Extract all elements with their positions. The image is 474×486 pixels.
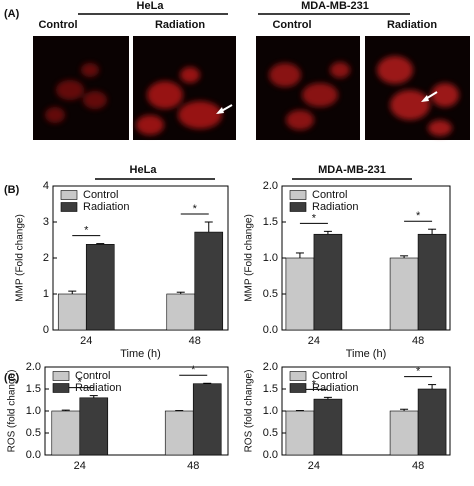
y-tick-label: 2.0 [263,361,278,373]
bar [164,410,194,456]
legend-label: Radiation [312,201,358,213]
legend-swatch [289,202,307,212]
legend-label: Control [312,370,347,382]
legend-label: Radiation [83,201,129,213]
bar [389,410,419,456]
x-tick-label: 48 [187,460,199,472]
chart-title: HeLa [130,164,158,176]
legend-swatch [52,383,70,393]
bar [417,233,447,331]
bar [285,257,315,331]
y-tick-label: 0.0 [263,449,278,461]
bar [313,233,343,331]
bar [79,397,109,456]
group-title: HeLa [137,0,165,12]
bar [192,383,222,456]
significance-mark: * [78,377,83,389]
bar [57,293,87,331]
panel-label: (A) [4,8,20,20]
y-axis-label: ROS (fold change) [244,370,255,453]
y-tick-label: 1.0 [263,252,278,264]
legend-swatch [60,190,78,200]
legend-label: Radiation [75,382,121,394]
y-tick-label: 2.0 [263,180,278,192]
chart-title: MDA-MB-231 [318,164,386,176]
y-tick-label: 1.5 [263,216,278,228]
x-tick-label: 48 [412,460,424,472]
micrograph [33,36,129,140]
bar [389,257,419,331]
legend-swatch [60,202,78,212]
x-tick-label: 24 [74,460,86,472]
y-tick-label: 3 [43,216,49,228]
y-tick-label: 0.5 [263,427,278,439]
y-tick-label: 1 [43,288,49,300]
legend-label: Control [312,189,347,201]
image-label: Radiation [155,19,205,31]
y-tick-label: 0.5 [263,288,278,300]
image-label: Control [38,19,77,31]
y-tick-label: 0.0 [263,324,278,336]
y-tick-label: 0.5 [26,427,41,439]
group-title: MDA-MB-231 [301,0,369,12]
bar [85,244,115,331]
legend-label: Control [83,189,118,201]
x-axis-label: Time (h) [346,348,387,360]
significance-mark: * [191,364,196,376]
bar [166,293,196,331]
x-tick-label: 24 [308,335,320,347]
y-tick-label: 0.0 [26,449,41,461]
legend-label: Radiation [312,382,358,394]
micrograph [256,36,360,140]
y-tick-label: 0 [43,324,49,336]
micrograph [133,36,236,140]
significance-mark: * [84,225,89,237]
bar [51,410,81,456]
y-tick-label: 1.5 [26,383,41,395]
legend-swatch [289,371,307,381]
significance-mark: * [312,378,317,390]
image-label: Radiation [387,19,437,31]
image-label: Control [272,19,311,31]
x-tick-label: 24 [308,460,320,472]
x-tick-label: 24 [80,335,92,347]
x-axis-label: Time (h) [120,348,161,360]
significance-mark: * [312,212,317,224]
x-tick-label: 48 [189,335,201,347]
y-tick-label: 4 [43,180,49,192]
y-tick-label: 1.5 [263,383,278,395]
y-tick-label: 1.0 [263,405,278,417]
significance-mark: * [193,203,198,215]
significance-mark: * [416,366,421,378]
micrograph [365,36,470,140]
legend-swatch [289,190,307,200]
panel-label: (B) [4,184,20,196]
bar [285,410,315,456]
legend-swatch [289,383,307,393]
legend-label: Control [75,370,110,382]
y-tick-label: 1.0 [26,405,41,417]
y-axis-label: MMP (Fold change) [15,214,26,302]
legend-swatch [52,371,70,381]
y-axis-label: MMP (Fold change) [244,214,255,302]
y-axis-label: ROS (fold change) [7,370,18,453]
x-tick-label: 48 [412,335,424,347]
bar [194,231,224,331]
bar [313,398,343,456]
y-tick-label: 2 [43,252,49,264]
significance-mark: * [416,210,421,222]
y-tick-label: 2.0 [26,361,41,373]
panel-label: (C) [4,372,20,384]
bar [417,388,447,456]
